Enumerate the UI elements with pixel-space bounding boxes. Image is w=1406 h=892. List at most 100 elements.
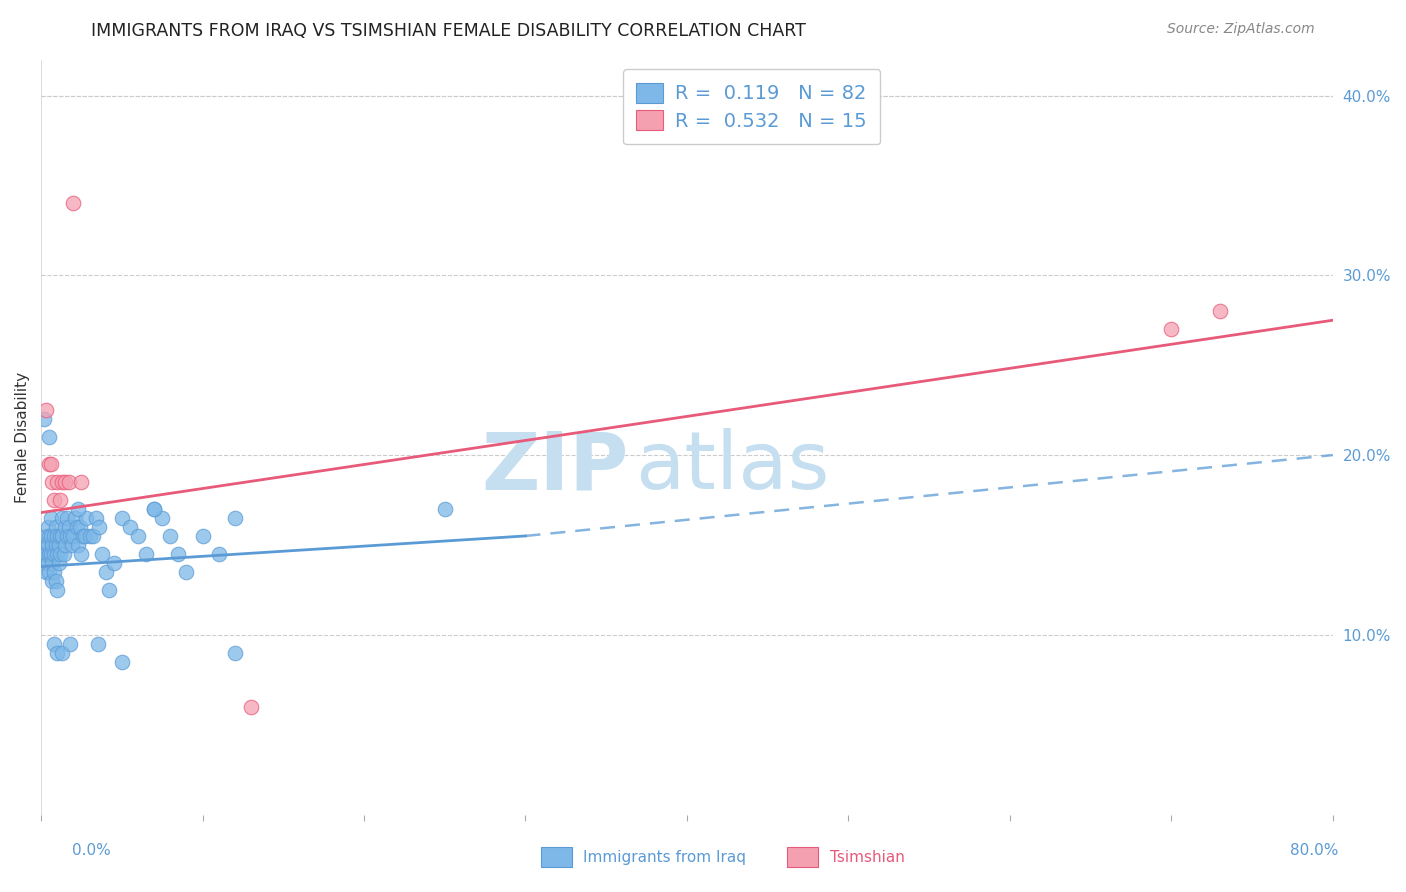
Point	[39, 457, 62, 471]
Point	[42, 565, 65, 579]
Point	[46, 547, 69, 561]
Point	[37, 538, 59, 552]
Point	[62, 529, 84, 543]
Point	[53, 475, 76, 489]
Point	[46, 529, 69, 543]
Point	[59, 637, 82, 651]
Point	[37, 520, 59, 534]
Text: Tsimshian: Tsimshian	[830, 850, 904, 864]
Point	[66, 520, 89, 534]
Point	[45, 520, 67, 534]
Point	[94, 565, 117, 579]
Point	[39, 529, 62, 543]
Point	[224, 511, 246, 525]
Text: IMMIGRANTS FROM IRAQ VS TSIMSHIAN FEMALE DISABILITY CORRELATION CHART: IMMIGRANTS FROM IRAQ VS TSIMSHIAN FEMALE…	[91, 22, 806, 40]
Point	[176, 565, 198, 579]
Point	[69, 520, 91, 534]
Point	[51, 475, 73, 489]
Point	[39, 547, 62, 561]
Point	[67, 502, 90, 516]
Point	[86, 637, 108, 651]
Point	[35, 565, 58, 579]
Point	[41, 538, 63, 552]
Point	[111, 655, 134, 669]
Point	[42, 529, 65, 543]
Point	[103, 556, 125, 570]
Text: Source: ZipAtlas.com: Source: ZipAtlas.com	[1167, 22, 1315, 37]
Point	[31, 547, 53, 561]
Point	[35, 529, 58, 543]
Point	[58, 475, 80, 489]
Text: atlas: atlas	[636, 428, 830, 507]
Point	[89, 520, 111, 534]
Point	[41, 574, 63, 588]
Point	[97, 582, 120, 597]
Point	[41, 475, 63, 489]
Text: ZIP: ZIP	[482, 428, 628, 507]
Point	[39, 511, 62, 525]
Point	[48, 556, 70, 570]
Point	[56, 511, 79, 525]
Point	[38, 457, 60, 471]
Point	[70, 547, 93, 561]
Point	[58, 520, 80, 534]
Point	[46, 582, 69, 597]
Point	[143, 502, 166, 516]
Point	[38, 430, 60, 444]
Text: 0.0%: 0.0%	[72, 843, 111, 858]
Point	[1209, 304, 1232, 318]
Point	[75, 511, 97, 525]
Point	[1160, 322, 1182, 336]
Point	[45, 574, 67, 588]
Point	[159, 529, 181, 543]
Point	[49, 529, 72, 543]
Point	[34, 556, 56, 570]
Point	[224, 646, 246, 660]
Point	[42, 637, 65, 651]
Point	[51, 529, 73, 543]
Point	[37, 556, 59, 570]
Point	[48, 538, 70, 552]
Point	[60, 538, 83, 552]
Point	[38, 565, 60, 579]
Point	[67, 538, 90, 552]
Point	[46, 646, 69, 660]
Point	[150, 511, 173, 525]
Legend: R =  0.119   N = 82, R =  0.532   N = 15: R = 0.119 N = 82, R = 0.532 N = 15	[623, 70, 880, 145]
Point	[34, 538, 56, 552]
Point	[49, 547, 72, 561]
Point	[72, 529, 94, 543]
Point	[53, 538, 76, 552]
Point	[35, 547, 58, 561]
Point	[45, 538, 67, 552]
Point	[53, 520, 76, 534]
Point	[42, 493, 65, 508]
Point	[240, 699, 263, 714]
Point	[34, 412, 56, 426]
Point	[118, 520, 141, 534]
Point	[49, 493, 72, 508]
Point	[111, 511, 134, 525]
Text: Immigrants from Iraq: Immigrants from Iraq	[583, 850, 747, 864]
Point	[208, 547, 231, 561]
Point	[62, 196, 84, 211]
Point	[56, 529, 79, 543]
Point	[38, 529, 60, 543]
Point	[143, 502, 166, 516]
Point	[51, 646, 73, 660]
Text: 80.0%: 80.0%	[1291, 843, 1339, 858]
Point	[35, 403, 58, 417]
Point	[79, 529, 101, 543]
Point	[51, 511, 73, 525]
Point	[127, 529, 149, 543]
Point	[41, 556, 63, 570]
Point	[73, 529, 96, 543]
Point	[167, 547, 190, 561]
Point	[84, 511, 107, 525]
Point	[59, 529, 82, 543]
Point	[42, 547, 65, 561]
Point	[82, 529, 104, 543]
Point	[52, 547, 75, 561]
Point	[433, 502, 456, 516]
Point	[38, 547, 60, 561]
